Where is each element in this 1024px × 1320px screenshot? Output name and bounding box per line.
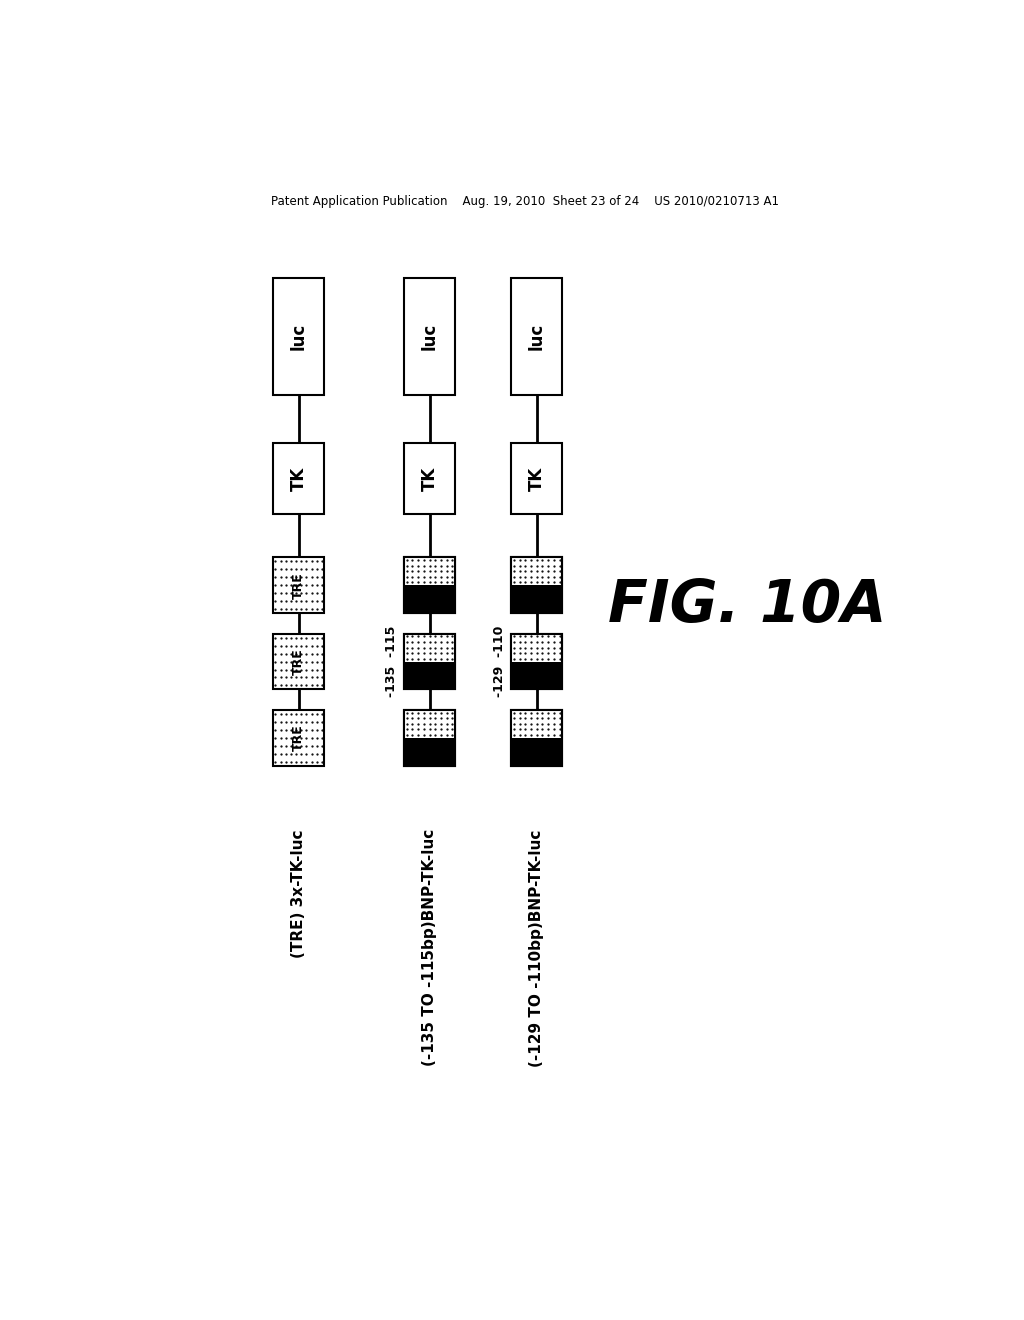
Bar xyxy=(272,634,325,689)
Bar xyxy=(511,277,562,395)
Text: TK: TK xyxy=(527,466,546,491)
Bar xyxy=(511,557,562,614)
Text: (-135 TO -115bp)BNP-TK-luc: (-135 TO -115bp)BNP-TK-luc xyxy=(422,829,437,1067)
Text: TRE: TRE xyxy=(292,725,305,751)
Bar xyxy=(403,710,456,766)
Text: luc: luc xyxy=(290,322,307,350)
Bar xyxy=(511,444,562,515)
Bar xyxy=(403,557,456,614)
Text: Patent Application Publication    Aug. 19, 2010  Sheet 23 of 24    US 2010/02107: Patent Application Publication Aug. 19, … xyxy=(270,194,779,207)
Bar xyxy=(403,634,456,689)
Bar xyxy=(272,557,325,614)
Bar xyxy=(511,710,562,766)
Bar xyxy=(511,557,562,614)
Text: -129  -110: -129 -110 xyxy=(493,626,506,697)
Bar xyxy=(403,557,456,614)
Bar xyxy=(272,444,325,515)
Text: TRE: TRE xyxy=(292,572,305,599)
Bar xyxy=(403,277,456,395)
Text: TK: TK xyxy=(290,466,307,491)
Bar xyxy=(272,277,325,395)
Bar xyxy=(403,710,456,738)
Text: (TRE) 3x-TK-luc: (TRE) 3x-TK-luc xyxy=(291,829,306,958)
Bar xyxy=(511,710,562,766)
Bar xyxy=(511,557,562,585)
Bar xyxy=(511,634,562,661)
Text: TK: TK xyxy=(421,466,438,491)
Bar xyxy=(403,557,456,585)
Bar xyxy=(511,634,562,689)
Bar xyxy=(511,710,562,738)
Bar xyxy=(272,710,325,766)
Bar xyxy=(511,634,562,689)
Bar xyxy=(403,444,456,515)
Text: FIG. 10A: FIG. 10A xyxy=(608,577,886,634)
Bar xyxy=(403,710,456,766)
Bar xyxy=(403,634,456,661)
Text: -135  -115: -135 -115 xyxy=(385,626,398,697)
Text: luc: luc xyxy=(421,322,438,350)
Text: luc: luc xyxy=(527,322,546,350)
Text: (-129 TO -110bp)BNP-TK-luc: (-129 TO -110bp)BNP-TK-luc xyxy=(529,829,544,1067)
Text: TRE: TRE xyxy=(292,648,305,675)
Bar xyxy=(403,634,456,689)
